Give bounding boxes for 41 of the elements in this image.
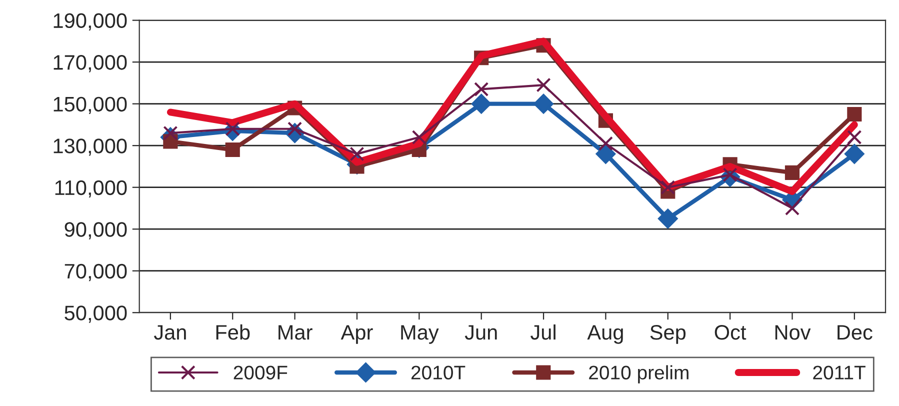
point	[847, 106, 862, 122]
y-tick-label: 170,000	[54, 55, 127, 72]
x-tick-label: Jan	[154, 325, 186, 340]
y-tick-label: 190,000	[54, 13, 127, 31]
point	[471, 94, 492, 114]
x-tick-label: Nov	[775, 325, 811, 340]
legend-label: 2009F	[234, 366, 288, 380]
point	[163, 126, 178, 140]
x-tick-label: Mar	[278, 325, 312, 340]
x-tick-label: Aug	[587, 325, 623, 344]
point	[784, 165, 800, 180]
x-tick-label: Jun	[464, 325, 497, 340]
x-tick-label: Feb	[216, 324, 250, 340]
point	[350, 146, 364, 162]
y-tick-label: 70,000	[64, 264, 127, 282]
legend-label: 2011T	[813, 366, 866, 380]
y-tick-label: 50,000	[64, 306, 127, 323]
point	[536, 78, 551, 92]
x-tick-label: Apr	[340, 325, 373, 344]
point	[225, 142, 240, 158]
y-tick-label: 150,000	[54, 96, 127, 114]
x-tick-label: Oct	[714, 324, 746, 340]
y-tick-label: 90,000	[64, 222, 127, 240]
x-tick-label: Dec	[838, 325, 872, 340]
point	[474, 82, 489, 96]
point	[658, 208, 678, 229]
point	[598, 136, 613, 151]
x-tick-label: Sep	[650, 324, 686, 344]
point	[660, 180, 676, 195]
point	[225, 122, 240, 136]
y-tick-label: 110,000	[55, 180, 127, 198]
y-tick-label: 130,000	[54, 138, 127, 156]
x-tick-label: May	[401, 325, 439, 344]
point	[596, 144, 616, 164]
legend-label: 2010T	[411, 366, 466, 380]
x-tick-label: Jul	[530, 324, 556, 340]
point	[844, 144, 864, 164]
point	[534, 94, 554, 114]
point	[847, 130, 862, 145]
point	[412, 130, 426, 145]
legend-label: 2010 prelim	[589, 365, 688, 384]
